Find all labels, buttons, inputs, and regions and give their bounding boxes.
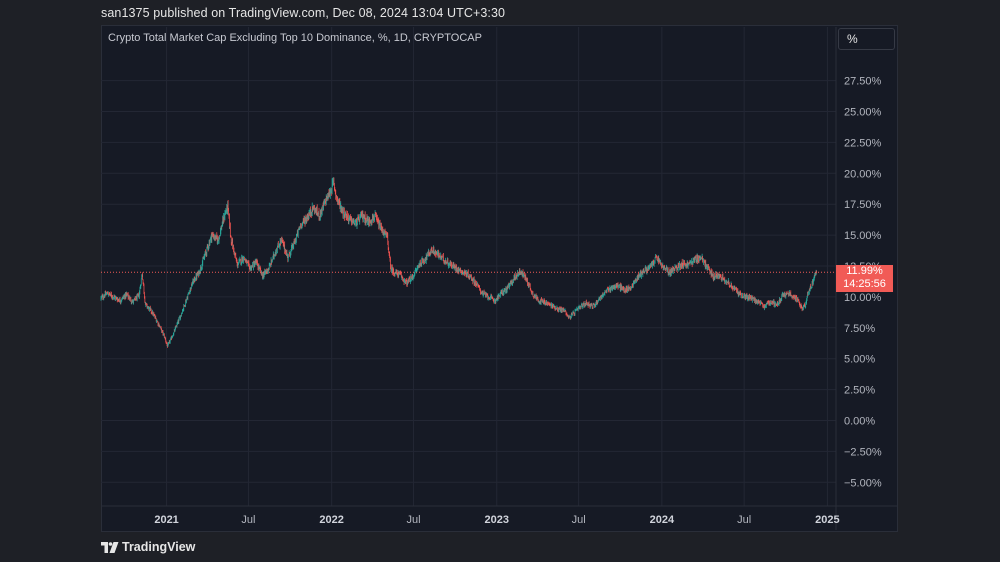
x-axis: 2021 Jul 2022 Jul 2023 Jul 2024 Jul 2025 — [154, 514, 839, 526]
y-tick-label: 10.00% — [844, 292, 882, 304]
y-tick-label: 17.50% — [844, 199, 882, 211]
tradingview-logo[interactable]: TradingView — [101, 540, 195, 554]
y-tick-label: 25.00% — [844, 107, 882, 119]
y-tick-label: 27.50% — [844, 76, 882, 88]
tradingview-logo-icon — [101, 541, 119, 553]
y-tick-label: 2.50% — [844, 385, 875, 397]
percent-scale-button[interactable]: % — [838, 28, 895, 50]
bar-countdown: 14:25:56 — [843, 278, 886, 290]
y-tick-label: 5.00% — [844, 354, 875, 366]
x-tick-label: Jul — [241, 514, 255, 526]
x-tick-label: 2024 — [650, 514, 675, 526]
chart-title: Crypto Total Market Cap Excluding Top 10… — [108, 32, 482, 44]
x-tick-label: 2022 — [319, 514, 343, 526]
y-tick-label: 22.50% — [844, 137, 882, 149]
candle-series — [100, 177, 817, 348]
y-tick-label: −5.00% — [844, 477, 882, 489]
y-tick-label: 15.00% — [844, 230, 882, 242]
y-tick-label: 7.50% — [844, 323, 875, 335]
x-tick-label: 2025 — [815, 514, 839, 526]
chart-panel[interactable] — [101, 25, 898, 532]
x-tick-label: 2023 — [485, 514, 509, 526]
chart-grid — [101, 27, 897, 530]
tradingview-logo-text: TradingView — [122, 540, 196, 554]
x-tick-label: 2021 — [154, 514, 178, 526]
x-tick-label: Jul — [737, 514, 751, 526]
y-tick-label: −2.50% — [844, 446, 882, 458]
last-price-tag: 11.99% 14:25:56 — [836, 265, 893, 292]
y-tick-label: 20.00% — [844, 168, 882, 180]
x-tick-label: Jul — [572, 514, 586, 526]
y-tick-label: 0.00% — [844, 416, 875, 428]
last-price-value: 11.99% — [846, 265, 883, 277]
publish-info: san1375 published on TradingView.com, De… — [101, 6, 506, 20]
x-tick-label: Jul — [407, 514, 421, 526]
